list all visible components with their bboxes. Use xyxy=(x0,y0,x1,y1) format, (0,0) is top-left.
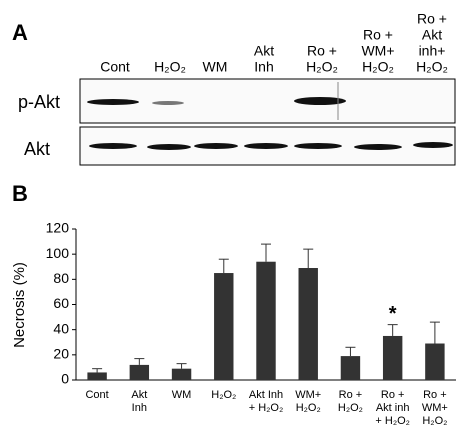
x-tick-label: H₂O₂ xyxy=(338,402,363,414)
x-tick-label: H₂O₂ xyxy=(296,402,321,414)
x-tick-label: Ro + xyxy=(381,389,405,401)
bar xyxy=(256,261,276,380)
bar xyxy=(214,273,234,380)
y-tick-label: 120 xyxy=(46,220,70,236)
lane-label: Inh xyxy=(254,59,273,75)
lane-label: WM+ xyxy=(361,43,394,59)
lane-label: Cont xyxy=(100,59,130,75)
y-tick-label: 20 xyxy=(53,346,69,362)
row-label: Akt xyxy=(24,139,50,159)
bar xyxy=(87,372,107,380)
annotation: * xyxy=(389,303,397,325)
x-tick-label: WM xyxy=(172,389,192,401)
x-tick-label: Akt xyxy=(131,389,147,401)
bar xyxy=(425,343,445,380)
lane-label: H₂O₂ xyxy=(306,59,338,75)
blot-box xyxy=(79,78,456,124)
x-tick-label: Akt inh xyxy=(376,402,410,414)
y-tick-label: 40 xyxy=(53,320,69,336)
y-tick-label: 60 xyxy=(53,295,69,311)
x-tick-label: H₂O₂ xyxy=(211,389,236,401)
y-axis-label: Necrosis (%) xyxy=(11,262,28,348)
panel-label: A xyxy=(12,20,28,45)
y-tick-label: 80 xyxy=(53,270,69,286)
lane-label: Ro + xyxy=(307,43,337,59)
x-tick-label: + H₂O₂ xyxy=(375,415,410,427)
lane-label: Ro + xyxy=(417,11,447,27)
x-tick-label: Akt Inh xyxy=(249,389,283,401)
x-tick-label: Ro + xyxy=(423,389,447,401)
lane-label: H₂O₂ xyxy=(154,59,186,75)
bar xyxy=(129,364,150,380)
bar xyxy=(298,268,318,380)
y-tick-label: 0 xyxy=(61,371,69,387)
lane-label: Ro + xyxy=(363,27,393,43)
lane-label: Akt xyxy=(422,27,442,43)
x-tick-label: WM+ xyxy=(295,389,321,401)
lane-label: H₂O₂ xyxy=(416,59,448,75)
x-tick-label: Inh xyxy=(132,402,147,414)
panel-label: B xyxy=(12,181,28,206)
lane-label: WM xyxy=(203,59,228,75)
bar xyxy=(382,335,403,380)
x-tick-label: + H₂O₂ xyxy=(249,402,284,414)
x-tick-label: WM+ xyxy=(422,402,448,414)
lane-label: inh+ xyxy=(419,43,446,59)
y-tick-label: 100 xyxy=(46,245,70,261)
x-tick-label: Cont xyxy=(85,389,108,401)
bar xyxy=(340,356,361,380)
bar xyxy=(171,368,192,380)
lane-label: H₂O₂ xyxy=(362,59,394,75)
row-label: p-Akt xyxy=(18,92,60,112)
x-tick-label: H₂O₂ xyxy=(422,415,447,427)
lane-label: Akt xyxy=(254,43,274,59)
bands xyxy=(87,82,453,150)
x-tick-label: Ro + xyxy=(339,389,363,401)
